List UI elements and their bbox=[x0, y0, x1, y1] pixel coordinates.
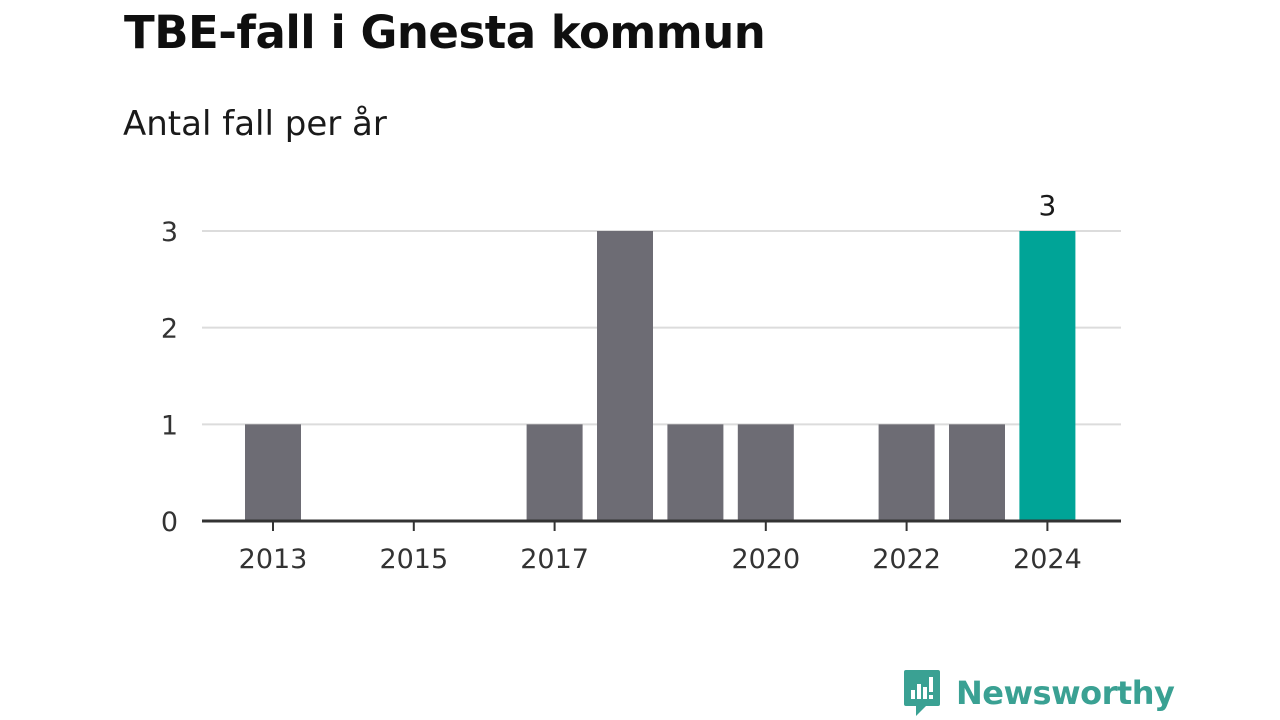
chart-subtitle: Antal fall per år bbox=[123, 104, 387, 144]
bar-2017 bbox=[526, 424, 583, 521]
x-tick-label-2024: 2024 bbox=[1013, 544, 1082, 575]
labels: 0 1 2 3 2013 2015 2017 2020 2022 2024 3 bbox=[161, 189, 1082, 575]
bar-2020 bbox=[737, 424, 794, 521]
y-tick-label-3: 3 bbox=[161, 217, 178, 248]
y-tick-label-1: 1 bbox=[161, 410, 178, 441]
bar-2018 bbox=[597, 231, 653, 521]
bar-2013 bbox=[245, 424, 301, 521]
x-tick-label-2013: 2013 bbox=[239, 544, 308, 575]
x-tick-label-2020: 2020 bbox=[731, 544, 800, 575]
chart-title: TBE-fall i Gnesta kommun bbox=[124, 6, 766, 59]
gridlines bbox=[202, 230, 1121, 426]
axes bbox=[202, 519, 1121, 531]
x-tick-label-2015: 2015 bbox=[379, 544, 448, 575]
bar-2023 bbox=[949, 424, 1005, 521]
newsworthy-logo: Newsworthy bbox=[902, 668, 1175, 718]
bar-2019 bbox=[667, 424, 724, 521]
bars bbox=[245, 231, 1076, 521]
y-tick-label-0: 0 bbox=[161, 507, 178, 538]
value-label-2024: 3 bbox=[1038, 189, 1056, 222]
x-tick-label-2022: 2022 bbox=[872, 544, 941, 575]
logo-text: Newsworthy bbox=[956, 674, 1175, 712]
bar-2024 bbox=[1019, 231, 1076, 521]
y-tick-label-2: 2 bbox=[161, 314, 178, 345]
bar-2022 bbox=[878, 424, 935, 521]
newsworthy-chart-bubble-icon bbox=[904, 670, 940, 716]
x-tick-label-2017: 2017 bbox=[520, 544, 589, 575]
